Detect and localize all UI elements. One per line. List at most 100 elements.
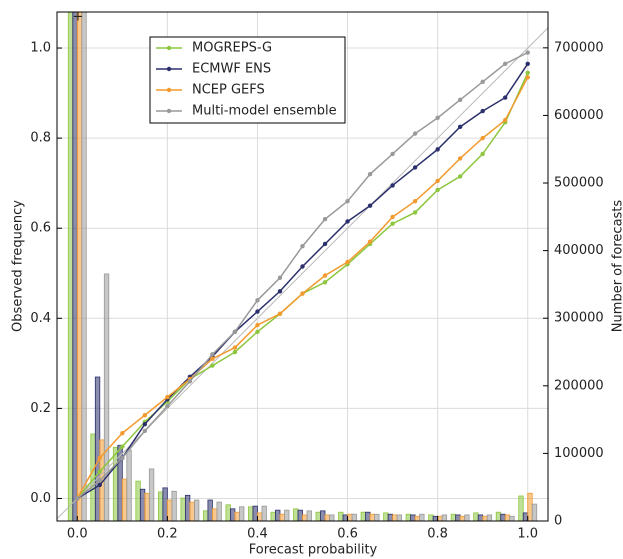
point [322,241,328,247]
count-bar [81,12,87,521]
legend-marker [166,45,172,51]
count-bar [230,508,236,521]
y-tick-label: 0.8 [30,131,51,146]
y-tick-label: 0.4 [30,311,51,326]
point [277,275,283,280]
legend-marker [166,108,172,114]
count-bar [450,513,457,521]
count-bar [202,510,209,521]
point [390,221,395,226]
y-tick-label: 0.2 [30,401,51,416]
count-bar [387,513,393,521]
count-bar [351,513,357,521]
point [120,444,125,449]
count-bar [144,492,150,521]
point [120,455,125,461]
point [525,50,530,55]
count-bar [410,514,416,521]
count-bar [212,508,218,521]
count-bar [432,515,439,521]
point [210,356,215,362]
x-tick-label: 0.4 [247,527,268,542]
count-bar [369,513,375,521]
point [345,219,350,224]
y2-tick-label: 400000 [554,243,604,258]
point [322,273,328,278]
point [435,178,440,184]
count-bar [482,515,488,521]
count-bar [486,514,493,521]
count-bar [396,514,403,521]
point [97,469,102,474]
diagonal [57,27,548,520]
count-bar [504,514,511,521]
point [412,210,418,215]
count-bar [135,480,141,521]
count-bar [419,513,425,521]
count-bar [324,514,330,521]
point [367,203,373,208]
legend-box [149,36,346,124]
count-bar [360,511,366,521]
count-bar [275,509,281,521]
count-bar [306,510,312,521]
count-bar [94,376,101,521]
count-bar [72,12,78,521]
point [412,131,418,136]
count-bar [103,273,110,521]
count-bar [374,513,380,521]
count-bar [338,511,344,521]
point [277,311,283,316]
count-bar [189,501,195,521]
y2-tick-label: 700000 [554,40,604,55]
y-tick-label: 1.0 [30,41,51,56]
point [480,135,485,141]
point [210,352,215,357]
count-bar [284,509,290,521]
count-bar [162,487,168,521]
point [232,349,238,355]
count-bar [392,514,398,521]
point [525,70,530,76]
point [255,309,260,314]
y-tick-label: 0.0 [30,491,51,506]
count-bar [365,511,371,521]
count-bar [414,515,421,521]
point [255,322,260,328]
count-bar [509,515,515,521]
y2-tick-label: 0 [554,514,562,529]
count-bar [428,514,434,521]
point [120,430,125,436]
legend-label: MOGREPS-G [192,41,272,56]
point [345,198,350,204]
count-bar [441,514,448,521]
point [480,151,485,157]
point [503,117,508,123]
point [75,496,80,501]
y2-tick-label: 500000 [554,176,604,191]
point [412,198,418,204]
count-bar [383,512,389,521]
legend: MOGREPS-G ECMWF ENS NCEP GEFS Multi-model e… [149,36,346,124]
count-bar [347,513,353,521]
y2-tick-label: 100000 [554,446,604,461]
point [142,421,148,427]
point [187,379,193,384]
count-bar [302,514,308,521]
axes: 0.0 0.2 0.4 0.6 0.8 1.0 0.0 0.2 0.4 0.6 0.8 1.0 0 100… [30,40,603,541]
count-bar [148,468,155,521]
point [97,455,102,461]
legend-label: Multi-model ensemble [192,104,337,119]
count-bar [518,495,524,521]
count-bar [342,514,348,521]
legend-marker [166,66,172,72]
point [412,165,418,170]
point [457,124,463,130]
count-bar [234,511,240,521]
count-bar [76,12,83,521]
point [525,61,530,67]
point [255,298,260,303]
series-line [76,72,529,499]
point [457,97,463,103]
point [97,478,102,483]
